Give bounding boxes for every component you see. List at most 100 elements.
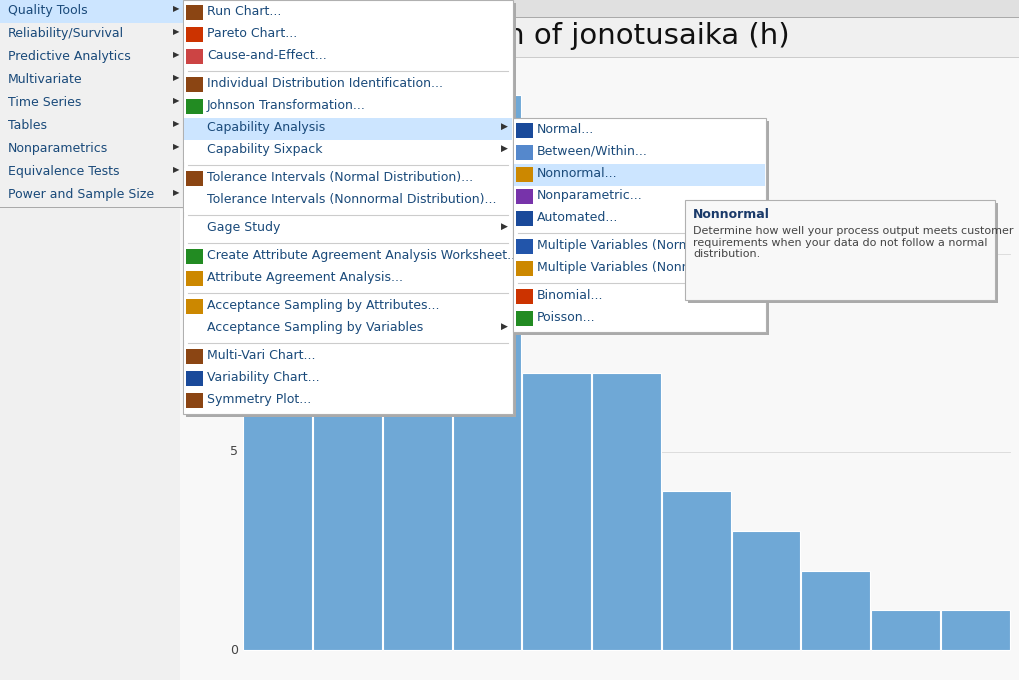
Bar (183, 118, 512, 140)
Text: Quality Tools: Quality Tools (8, 4, 88, 17)
Bar (185, 299, 203, 314)
Bar (516, 145, 533, 160)
Bar (516, 289, 533, 304)
Text: Acceptance Sampling by Attributes...: Acceptance Sampling by Attributes... (207, 299, 439, 312)
Bar (185, 77, 203, 92)
Text: ▶: ▶ (500, 322, 507, 331)
Text: Predictive Analytics: Predictive Analytics (8, 50, 130, 63)
Text: Normal...: Normal... (536, 123, 594, 136)
Bar (592, 373, 660, 650)
Bar (185, 271, 203, 286)
Text: Reliability/Survival: Reliability/Survival (8, 27, 124, 40)
Bar (183, 218, 512, 240)
Bar (185, 99, 203, 114)
Bar (185, 27, 203, 42)
Bar (183, 96, 512, 118)
Text: Attribute Agreement Analysis...: Attribute Agreement Analysis... (207, 271, 403, 284)
Bar (183, 390, 512, 412)
Text: Automated...: Automated... (536, 211, 618, 224)
Bar (179, 18, 1019, 58)
Bar (183, 346, 512, 368)
Bar (185, 393, 203, 408)
Bar (688, 203, 997, 303)
Text: Poisson...: Poisson... (536, 311, 595, 324)
Text: Run Chart...: Run Chart... (207, 5, 281, 18)
Text: Capability Sixpack: Capability Sixpack (207, 143, 322, 156)
Text: Binomial...: Binomial... (536, 289, 603, 302)
Bar (179, 57, 1019, 58)
Text: Multi-Vari Chart...: Multi-Vari Chart... (207, 349, 315, 362)
Bar (0, 0, 182, 23)
Text: Cause-and-Effect...: Cause-and-Effect... (207, 49, 326, 62)
Bar (513, 118, 765, 332)
Text: Pareto Chart...: Pareto Chart... (207, 27, 297, 40)
Bar (382, 95, 451, 650)
Bar (183, 246, 512, 268)
Text: Nonparametrics: Nonparametrics (8, 142, 108, 155)
Bar (731, 531, 800, 650)
Text: 0: 0 (229, 643, 237, 656)
Text: ▶: ▶ (500, 222, 507, 231)
Bar (0, 207, 182, 208)
Bar (179, 0, 1019, 18)
Bar (514, 164, 764, 186)
Bar (514, 286, 764, 308)
Text: Variability Chart...: Variability Chart... (207, 371, 319, 384)
Text: Multivariate: Multivariate (8, 73, 83, 86)
Bar (185, 249, 203, 264)
Bar (313, 95, 381, 650)
Bar (0, 46, 182, 69)
Text: Capability Analysis: Capability Analysis (207, 121, 325, 134)
Bar (183, 24, 512, 46)
Bar (0, 69, 182, 92)
Text: Nonnormal: Nonnormal (692, 208, 769, 221)
Text: Nonnormal...: Nonnormal... (536, 167, 618, 180)
Text: istogram of jonotusaika (h): istogram of jonotusaika (h) (394, 22, 789, 50)
Bar (183, 318, 512, 340)
Text: Individual Distribution Identification...: Individual Distribution Identification..… (207, 77, 442, 90)
Text: Gage Study: Gage Study (207, 221, 280, 234)
Bar (183, 268, 512, 290)
Bar (516, 261, 533, 276)
Bar (516, 123, 533, 138)
Text: 5: 5 (229, 445, 237, 458)
Text: Between/Within...: Between/Within... (536, 145, 647, 158)
Bar (0, 92, 182, 115)
Bar (522, 373, 591, 650)
Bar (514, 142, 764, 164)
Bar (514, 236, 764, 258)
Text: ▶: ▶ (173, 188, 179, 197)
Bar (516, 189, 533, 204)
Text: Fr: Fr (204, 95, 215, 108)
Bar (183, 46, 512, 68)
Bar (185, 49, 203, 64)
Bar (940, 611, 1009, 650)
Bar (452, 95, 521, 650)
Bar (514, 120, 764, 142)
Bar (685, 200, 994, 300)
Bar (185, 371, 203, 386)
Text: ▶: ▶ (173, 73, 179, 82)
Text: Nonparametric...: Nonparametric... (536, 189, 642, 202)
Bar (661, 492, 730, 650)
Bar (516, 311, 533, 326)
Text: Tolerance Intervals (Nonnormal Distribution)...: Tolerance Intervals (Nonnormal Distribut… (207, 193, 496, 206)
Bar (514, 186, 764, 208)
Bar (182, 0, 513, 414)
Bar (0, 115, 182, 138)
Text: ▶: ▶ (173, 27, 179, 36)
Bar (183, 74, 512, 96)
Bar (183, 140, 512, 162)
Bar (185, 171, 203, 186)
Text: Create Attribute Agreement Analysis Worksheet...: Create Attribute Agreement Analysis Work… (207, 249, 519, 262)
Bar (179, 0, 1019, 680)
Bar (183, 2, 512, 24)
Bar (514, 308, 764, 330)
Text: ▶: ▶ (500, 144, 507, 153)
Text: Determine how well your process output meets customer
requirements when your dat: Determine how well your process output m… (692, 226, 1013, 259)
Bar (870, 611, 938, 650)
Text: Power and Sample Size: Power and Sample Size (8, 188, 154, 201)
Bar (0, 0, 182, 209)
Text: ▶: ▶ (173, 142, 179, 151)
Bar (185, 349, 203, 364)
